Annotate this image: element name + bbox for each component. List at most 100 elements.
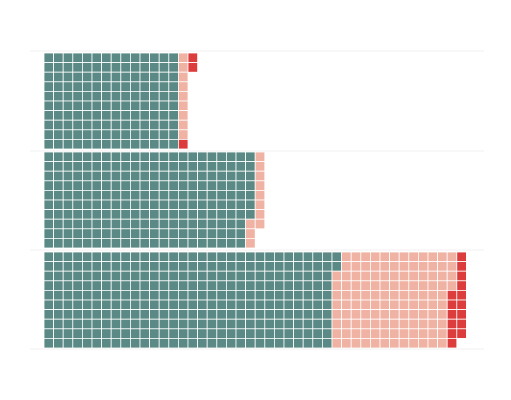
waffle-cell-series-1 [120,199,131,211]
waffle-cell-series-1 [129,71,141,83]
waffle-cell-series-2 [331,299,343,311]
waffle-cell-series-1 [254,270,266,282]
waffle-cell-series-1 [158,151,170,163]
waffle-cell-series-1 [168,299,179,311]
waffle-cell-series-1 [187,251,199,263]
waffle-cell-series-1 [43,280,55,291]
waffle-cell-series-1 [53,91,64,102]
waffle-cell-series-1 [72,337,83,349]
waffle-cell-series-1 [101,270,112,282]
waffle-cell-series-1 [72,151,83,163]
waffle-cell-series-1 [225,161,237,172]
waffle-cell-series-1 [129,91,141,102]
waffle-cell-series-1 [139,209,151,220]
waffle-cell-series-1 [139,91,151,102]
waffle-cell-series-1 [129,52,141,64]
waffle-cell-series-1 [273,337,285,349]
waffle-cell-series-1 [110,81,122,92]
waffle-cell-series-1 [62,100,74,112]
waffle-cell-series-2 [417,318,429,330]
waffle-cell-series-2 [254,209,266,220]
waffle-cell-series-1 [120,328,131,339]
waffle-cell-series-2 [350,261,362,272]
waffle-cell-series-1 [110,251,122,263]
waffle-cell-series-1 [110,280,122,291]
waffle-cell-series-1 [91,170,103,182]
waffle-cell-series-1 [91,138,103,150]
waffle-cell-series-2 [350,289,362,301]
waffle-cell-series-1 [245,280,256,291]
waffle-cell-series-2 [331,270,343,282]
waffle-cell-series-1 [168,170,179,182]
waffle-cell-series-1 [101,199,112,211]
waffle-cell-series-1 [206,228,218,239]
waffle-row-2 [43,151,266,249]
waffle-cell-series-1 [110,151,122,163]
waffle-cell-series-1 [110,328,122,339]
waffle-cell-series-1 [53,328,64,339]
waffle-cell-series-2 [389,318,400,330]
waffle-cell-series-1 [187,270,199,282]
waffle-cell-series-1 [187,151,199,163]
waffle-cell-series-2 [177,81,189,92]
waffle-cell-series-1 [216,280,227,291]
waffle-cell-series-1 [129,280,141,291]
waffle-cell-series-2 [254,161,266,172]
waffle-cell-series-2 [379,309,391,320]
waffle-cell-series-1 [129,218,141,230]
waffle-cell-series-1 [91,299,103,311]
waffle-cell-series-1 [168,161,179,172]
waffle-cell-series-1 [139,151,151,163]
waffle-cell-series-2 [245,218,256,230]
waffle-cell-series-1 [91,237,103,249]
waffle-cell-series-1 [264,309,275,320]
waffle-cell-series-1 [91,218,103,230]
waffle-cell-series-3 [456,280,467,291]
waffle-cell-series-1 [187,161,199,172]
waffle-cell-series-1 [72,119,83,131]
waffle-cell-series-1 [129,119,141,131]
waffle-cell-series-2 [177,62,189,73]
waffle-cell-series-1 [62,199,74,211]
waffle-cell-series-2 [254,218,266,230]
waffle-cell-series-1 [149,71,160,83]
waffle-cell-series-1 [82,309,93,320]
waffle-cell-series-1 [82,270,93,282]
waffle-cell-series-1 [62,119,74,131]
waffle-cell-series-1 [43,270,55,282]
waffle-cell-series-1 [273,251,285,263]
waffle-cell-series-1 [82,110,93,121]
waffle-cell-series-1 [264,270,275,282]
waffle-cell-series-2 [245,237,256,249]
waffle-cell-series-1 [187,228,199,239]
waffle-cell-series-1 [110,189,122,201]
waffle-cell-series-1 [264,318,275,330]
waffle-cell-series-1 [149,170,160,182]
waffle-cell-series-2 [408,318,419,330]
waffle-cell-series-1 [72,309,83,320]
waffle-cell-series-1 [110,218,122,230]
waffle-cell-series-2 [350,270,362,282]
waffle-cell-series-1 [129,180,141,191]
waffle-cell-series-1 [158,110,170,121]
waffle-cell-series-1 [254,261,266,272]
waffle-cell-series-1 [62,209,74,220]
waffle-cell-series-1 [235,337,247,349]
waffle-cell-series-2 [417,337,429,349]
waffle-cell-series-2 [417,270,429,282]
waffle-cell-series-2 [360,251,371,263]
waffle-cell-series-2 [350,309,362,320]
waffle-cell-series-1 [321,280,333,291]
waffle-cell-series-1 [235,161,247,172]
waffle-cell-series-1 [264,289,275,301]
waffle-cell-series-1 [91,151,103,163]
waffle-cell-series-1 [216,209,227,220]
waffle-cell-series-1 [158,280,170,291]
waffle-cell-series-1 [149,318,160,330]
waffle-cell-series-1 [197,209,208,220]
waffle-cell-series-1 [225,189,237,201]
waffle-cell-series-1 [120,218,131,230]
waffle-cell-series-1 [225,199,237,211]
waffle-cell-series-1 [149,270,160,282]
waffle-cell-series-1 [101,52,112,64]
